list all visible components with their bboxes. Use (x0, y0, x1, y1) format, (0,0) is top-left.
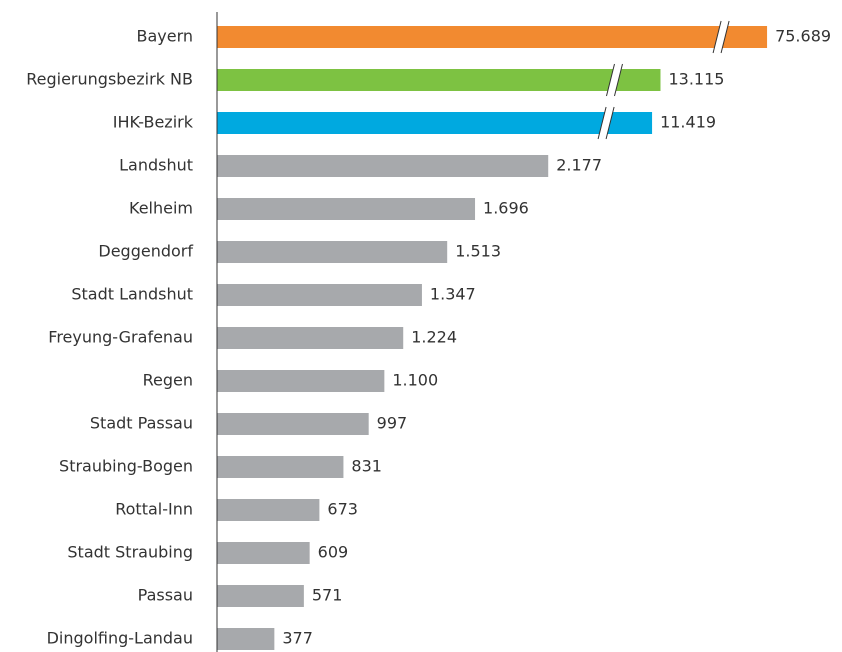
value-label: 1.696 (483, 199, 529, 218)
bar (217, 370, 385, 392)
bar (217, 456, 344, 478)
bar (217, 628, 275, 650)
axis-break-mark (614, 63, 623, 97)
value-label: 1.513 (455, 242, 501, 261)
value-label: 831 (351, 457, 382, 476)
axis-break-mark (606, 63, 615, 97)
category-label: Landshut (119, 156, 193, 175)
category-label: Passau (138, 586, 193, 605)
category-label: Kelheim (129, 199, 193, 218)
axis-break-gap (598, 107, 615, 139)
value-label: 2.177 (556, 156, 602, 175)
bar (217, 198, 476, 220)
bar (217, 155, 549, 177)
category-label: Regen (143, 371, 193, 390)
value-label: 1.100 (392, 371, 438, 390)
value-label: 609 (318, 543, 349, 562)
value-label: 1.347 (430, 285, 476, 304)
bar (217, 284, 422, 306)
category-label: Stadt Landshut (71, 285, 193, 304)
value-label: 377 (282, 629, 313, 648)
category-label: Stadt Straubing (67, 543, 193, 562)
value-label: 997 (377, 414, 408, 433)
bar (217, 241, 448, 263)
category-label: Regierungsbezirk NB (26, 70, 193, 89)
axis-break-mark (597, 106, 607, 140)
value-label: 571 (312, 586, 343, 605)
bar (217, 112, 653, 134)
category-label: Stadt Passau (90, 414, 193, 433)
axis-break-gap (713, 21, 730, 53)
value-label: 673 (327, 500, 358, 519)
axis-break-mark (720, 20, 730, 54)
category-label: Dingolfing-Landau (47, 629, 193, 648)
axis-break-gap (606, 64, 623, 96)
bar (217, 69, 661, 91)
category-label: Deggendorf (98, 242, 193, 261)
category-label: Rottal-Inn (115, 500, 193, 519)
value-label: 11.419 (660, 113, 716, 132)
bar (217, 585, 304, 607)
bar (217, 499, 320, 521)
bar (217, 413, 369, 435)
category-label: IHK-Bezirk (113, 113, 194, 132)
value-label: 75.689 (775, 27, 831, 46)
axis-break-mark (712, 20, 722, 54)
category-label: Straubing-Bogen (59, 457, 193, 476)
bar (217, 327, 404, 349)
axis-break-mark (605, 106, 615, 140)
category-label: Bayern (136, 27, 193, 46)
bar (217, 542, 310, 564)
category-label: Freyung-Grafenau (48, 328, 193, 347)
value-label: 13.115 (668, 70, 724, 89)
bar (217, 26, 768, 48)
value-label: 1.224 (411, 328, 457, 347)
